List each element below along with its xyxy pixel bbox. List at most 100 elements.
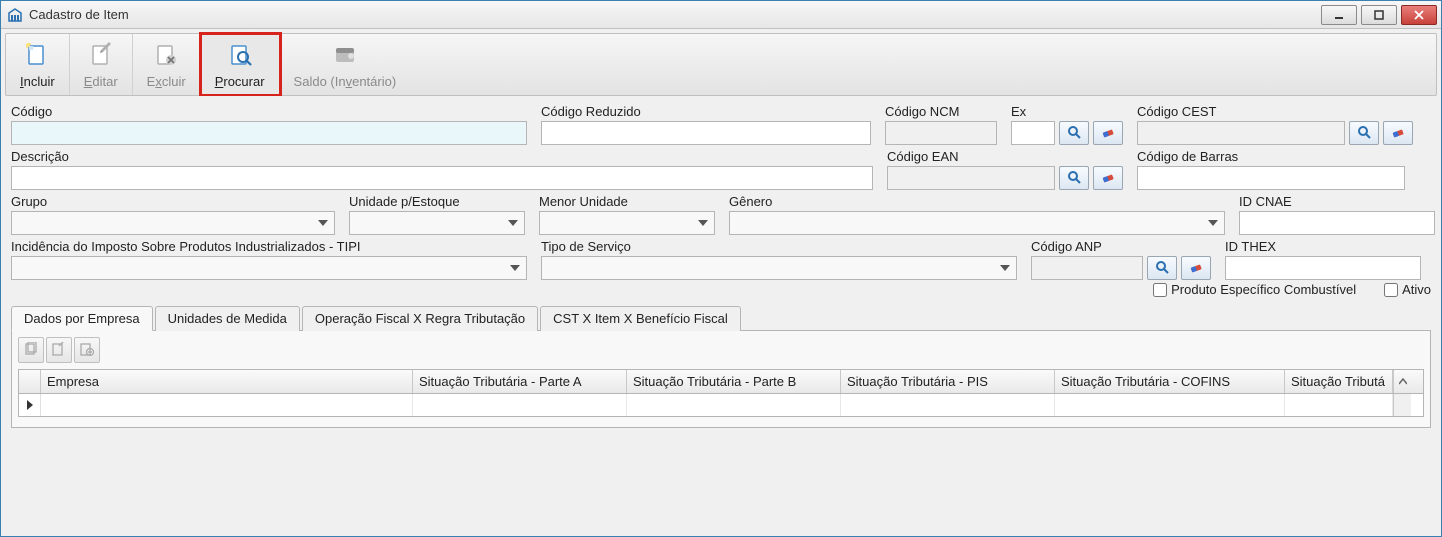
- ean-lookup-button[interactable]: [1059, 166, 1089, 190]
- label-unidade-estoque: Unidade p/Estoque: [349, 194, 525, 209]
- delete-icon: [80, 342, 94, 359]
- minimize-button[interactable]: [1321, 5, 1357, 25]
- eraser-icon: [1101, 125, 1115, 142]
- genero-select[interactable]: [729, 211, 1225, 235]
- codigo-input[interactable]: [11, 121, 527, 145]
- tab-2[interactable]: Operação Fiscal X Regra Tributação: [302, 306, 538, 331]
- codigo-ean-input[interactable]: [887, 166, 1055, 190]
- row-indicator-icon: [19, 394, 41, 416]
- ex-input[interactable]: [1011, 121, 1055, 145]
- window: Cadastro de Item Incluir Editar Excluir Pro…: [0, 0, 1442, 537]
- codigo-ncm-input[interactable]: [885, 121, 997, 145]
- produto-combustivel-checkbox[interactable]: Produto Específico Combustível: [1153, 282, 1356, 297]
- edit-icon: [52, 342, 66, 359]
- grid-row[interactable]: [19, 394, 1423, 416]
- label-descricao: Descrição: [11, 149, 873, 164]
- label-grupo: Grupo: [11, 194, 335, 209]
- ativo-checkbox[interactable]: Ativo: [1384, 282, 1431, 297]
- grid-scroll-up[interactable]: [1393, 370, 1411, 393]
- ncm-clear-button[interactable]: [1093, 121, 1123, 145]
- form-area: Código Código Reduzido Código NCM Ex: [1, 96, 1441, 305]
- label-id-thex: ID THEX: [1225, 239, 1421, 254]
- copy-icon: [24, 342, 38, 359]
- unidade-estoque-select[interactable]: [349, 211, 525, 235]
- label-codigo-anp: Código ANP: [1031, 239, 1211, 254]
- ean-clear-button[interactable]: [1093, 166, 1123, 190]
- tabs-container: Dados por EmpresaUnidades de MedidaOpera…: [1, 305, 1441, 331]
- search-icon: [1067, 170, 1081, 187]
- grid-edit-button[interactable]: [46, 337, 72, 363]
- editar-icon: [85, 40, 117, 72]
- label-tipi: Incidência do Imposto Sobre Produtos Ind…: [11, 239, 527, 254]
- codigo-reduzido-input[interactable]: [541, 121, 871, 145]
- tabs: Dados por EmpresaUnidades de MedidaOpera…: [11, 305, 1431, 331]
- grid-col-pis[interactable]: Situação Tributária - PIS: [841, 370, 1055, 393]
- editar-button: Editar: [70, 34, 133, 95]
- editar-label: Editar: [84, 74, 118, 89]
- anp-lookup-button[interactable]: [1147, 256, 1177, 280]
- id-thex-input[interactable]: [1225, 256, 1421, 280]
- grid-col-parte-b[interactable]: Situação Tributária - Parte B: [627, 370, 841, 393]
- excluir-label: Excluir: [147, 74, 186, 89]
- saldo-button: Saldo (Inventário): [280, 34, 411, 95]
- anp-clear-button[interactable]: [1181, 256, 1211, 280]
- eraser-icon: [1189, 260, 1203, 277]
- incluir-button[interactable]: Incluir: [6, 34, 70, 95]
- grid-col-last[interactable]: Situação Tributá: [1285, 370, 1393, 393]
- label-tipo-servico: Tipo de Serviço: [541, 239, 1017, 254]
- codigo-cest-input[interactable]: [1137, 121, 1345, 145]
- cest-clear-button[interactable]: [1383, 121, 1413, 145]
- grupo-select[interactable]: [11, 211, 335, 235]
- search-icon: [1067, 125, 1081, 142]
- label-codigo-ean: Código EAN: [887, 149, 1123, 164]
- tab-1[interactable]: Unidades de Medida: [155, 306, 300, 331]
- ativo-label: Ativo: [1402, 282, 1431, 297]
- label-id-cnae: ID CNAE: [1239, 194, 1435, 209]
- saldo-icon: [329, 40, 361, 72]
- data-grid: Empresa Situação Tributária - Parte A Si…: [18, 369, 1424, 417]
- ncm-lookup-button[interactable]: [1059, 121, 1089, 145]
- grid-toolbar: [18, 337, 1424, 363]
- ativo-input[interactable]: [1384, 283, 1398, 297]
- produto-combustivel-input[interactable]: [1153, 283, 1167, 297]
- maximize-button[interactable]: [1361, 5, 1397, 25]
- procurar-label: Procurar: [215, 74, 265, 89]
- window-controls: [1317, 5, 1437, 25]
- label-codigo-ncm: Código NCM: [885, 104, 997, 119]
- eraser-icon: [1101, 170, 1115, 187]
- tipi-select[interactable]: [11, 256, 527, 280]
- excluir-icon: [150, 40, 182, 72]
- app-icon: [7, 7, 23, 23]
- tab-3[interactable]: CST X Item X Benefício Fiscal: [540, 306, 741, 331]
- toolbar-container: Incluir Editar Excluir Procurar Saldo (Inven…: [1, 29, 1441, 96]
- label-codigo-cest: Código CEST: [1137, 104, 1413, 119]
- saldo-label: Saldo (Inventário): [294, 74, 397, 89]
- grid-col-parte-a[interactable]: Situação Tributária - Parte A: [413, 370, 627, 393]
- tipo-servico-select[interactable]: [541, 256, 1017, 280]
- procurar-icon: [224, 40, 256, 72]
- menor-unidade-select[interactable]: [539, 211, 715, 235]
- procurar-button[interactable]: Procurar: [201, 34, 280, 95]
- label-codigo-reduzido: Código Reduzido: [541, 104, 871, 119]
- produto-combustivel-label: Produto Específico Combustível: [1171, 282, 1356, 297]
- label-ex: Ex: [1011, 104, 1123, 119]
- eraser-icon: [1391, 125, 1405, 142]
- descricao-input[interactable]: [11, 166, 873, 190]
- grid-col-cofins[interactable]: Situação Tributária - COFINS: [1055, 370, 1285, 393]
- cest-lookup-button[interactable]: [1349, 121, 1379, 145]
- grid-delete-button[interactable]: [74, 337, 100, 363]
- id-cnae-input[interactable]: [1239, 211, 1435, 235]
- label-codigo-barras: Código de Barras: [1137, 149, 1405, 164]
- incluir-icon: [21, 40, 53, 72]
- grid-col-empresa[interactable]: Empresa: [41, 370, 413, 393]
- label-genero: Gênero: [729, 194, 1225, 209]
- tab-content: Empresa Situação Tributária - Parte A Si…: [11, 331, 1431, 428]
- codigo-barras-input[interactable]: [1137, 166, 1405, 190]
- grid-copy-button[interactable]: [18, 337, 44, 363]
- toolbar: Incluir Editar Excluir Procurar Saldo (Inven…: [5, 33, 1437, 96]
- window-title: Cadastro de Item: [29, 7, 1317, 22]
- incluir-label: Incluir: [20, 74, 55, 89]
- close-button[interactable]: [1401, 5, 1437, 25]
- codigo-anp-input[interactable]: [1031, 256, 1143, 280]
- tab-0[interactable]: Dados por Empresa: [11, 306, 153, 331]
